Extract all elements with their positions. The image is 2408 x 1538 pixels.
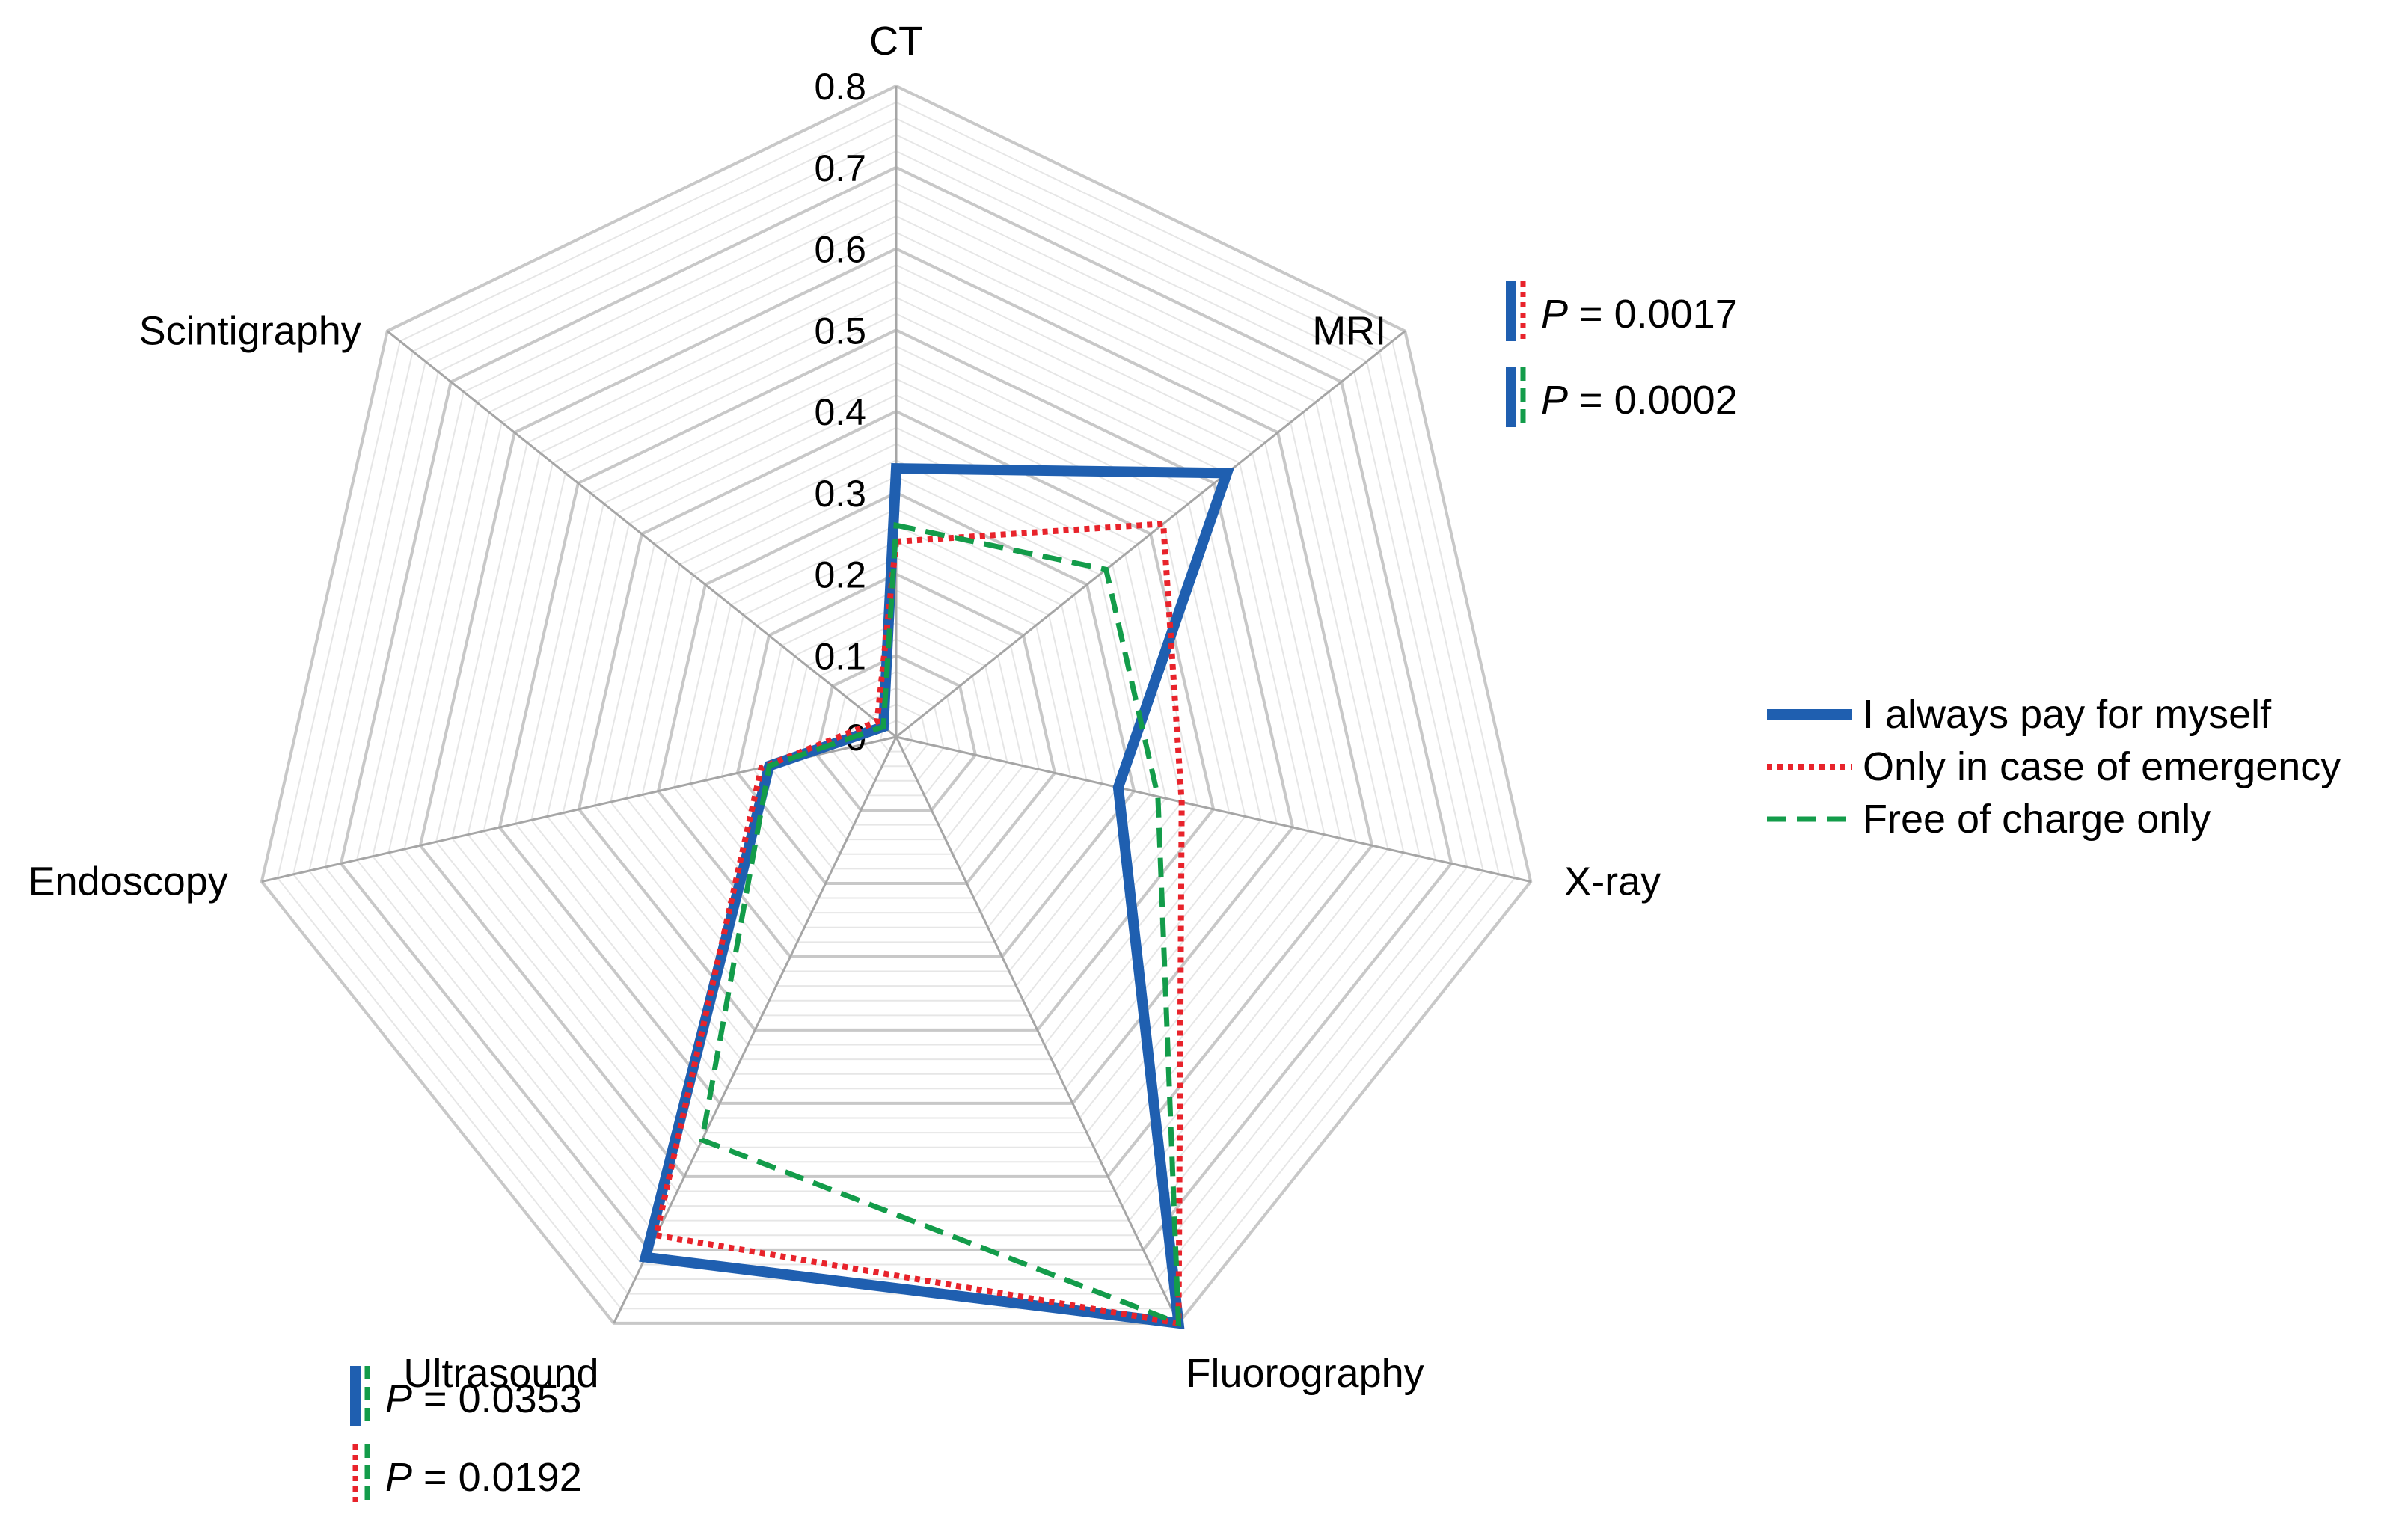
series-line-only-in-case-of-emergency [652, 520, 1185, 1327]
category-label-x-ray: X-ray [1564, 860, 1661, 904]
grid-ring-major [735, 572, 1057, 885]
radial-tick-label: 0.4 [814, 391, 866, 433]
grid-ring-major [339, 165, 1453, 1251]
legend-label-only-in-case-of-emergency: Only in case of emergency [1863, 744, 2341, 789]
grid-ring-minor [387, 215, 1405, 1207]
radial-tick-label: 0.6 [814, 229, 866, 271]
legend: I always pay for myself Only in case of e… [1767, 692, 2341, 842]
grid-ring-minor [832, 670, 961, 797]
grid-ring-minor [467, 296, 1326, 1134]
grid-ring-minor [355, 183, 1437, 1237]
grid-ring-minor [324, 150, 1468, 1266]
grid-ring-minor [848, 687, 945, 782]
p-value-annotation: P = 0.0017 [1506, 281, 1738, 341]
grid-ring-minor [720, 557, 1072, 899]
legend-label-free-of-charge-only: Free of charge only [1863, 797, 2211, 842]
category-labels: CT MRI X-ray Fluorography Ultrasound Endoscop… [28, 19, 1661, 1396]
grid-ring-minor [800, 638, 993, 826]
grid-ring-major [497, 328, 1295, 1105]
series-group [639, 463, 1234, 1329]
grid-ring-minor [515, 345, 1278, 1090]
p-value-text: P = 0.0002 [1541, 378, 1738, 423]
category-label-ultrasound: Ultrasound [403, 1351, 598, 1396]
radial-tick-label: 0.3 [814, 473, 866, 515]
category-label-scintigraphy: Scintigraphy [139, 309, 361, 354]
p-value-text: P = 0.0017 [1541, 292, 1738, 337]
radial-tick-label: 0.5 [814, 310, 866, 352]
p-value-annotation: P = 0.0192 [352, 1444, 582, 1504]
grid-ring-minor [482, 313, 1310, 1119]
grid-ring-minor [403, 231, 1389, 1192]
grid-ring-minor [863, 703, 929, 768]
radial-tick-label: 0.2 [814, 554, 866, 596]
grid-ring-minor [276, 101, 1516, 1310]
grid-ring-minor [372, 199, 1421, 1222]
grid-ring-minor [594, 426, 1198, 1017]
category-label-mri: MRI [1312, 309, 1386, 354]
series-line-free-of-charge-only [699, 521, 1182, 1328]
grid-ring-minor [610, 443, 1183, 1002]
grid-ring-major [656, 491, 1136, 958]
spoke-mri [895, 330, 1406, 738]
grid-ring-minor [768, 605, 1024, 855]
grid-ring-minor [546, 378, 1246, 1061]
category-label-endoscopy: Endoscopy [28, 860, 228, 904]
radial-tick-label: 0.1 [814, 635, 866, 677]
p-value-text: P = 0.0353 [385, 1376, 582, 1421]
grid-ring-minor [689, 524, 1103, 928]
p-value-annotation: P = 0.0002 [1506, 367, 1738, 427]
p-value-annotations: P = 0.0017 P = 0.0002 P = 0.0353 P = 0.0192 [350, 281, 1738, 1504]
grid-ring-minor [435, 264, 1358, 1163]
grid-ring-major [418, 247, 1374, 1178]
spoke-ultrasound [613, 736, 898, 1324]
radial-tick-label: 0.7 [814, 147, 866, 189]
legend-label-i-always-pay-for-myself: I always pay for myself [1863, 692, 2272, 737]
grid-ring-minor [705, 540, 1088, 914]
category-label-ct: CT [869, 19, 923, 64]
grid-ring-minor [641, 475, 1151, 972]
grid-ring-minor [753, 589, 1040, 870]
radar-grid [260, 84, 1533, 1325]
grid-ring-minor [673, 508, 1119, 943]
grid-ring-major [577, 409, 1216, 1032]
spoke-scintigraphy [386, 330, 897, 738]
spoke-fluorography [895, 736, 1180, 1324]
series-line-i-always-pay-for-myself [639, 463, 1234, 1329]
grid-ring-minor [451, 280, 1341, 1148]
grid-ring-minor [292, 117, 1500, 1295]
p-value-text: P = 0.0192 [385, 1455, 582, 1500]
grid-ring-minor [625, 459, 1167, 987]
grid-ring-minor [784, 622, 1008, 841]
p-value-annotation: P = 0.0353 [350, 1366, 582, 1426]
category-label-fluorography: Fluorography [1186, 1351, 1424, 1396]
radial-tick-label: 0.8 [814, 66, 866, 108]
grid-ring-minor [562, 394, 1231, 1046]
radial-ticks: 00.10.20.30.40.50.60.70.8 [814, 66, 866, 759]
grid-ring-major [815, 654, 978, 812]
spoke-x-ray [895, 735, 1531, 883]
grid-ring-major [260, 84, 1533, 1325]
grid-ring-minor [308, 134, 1484, 1281]
